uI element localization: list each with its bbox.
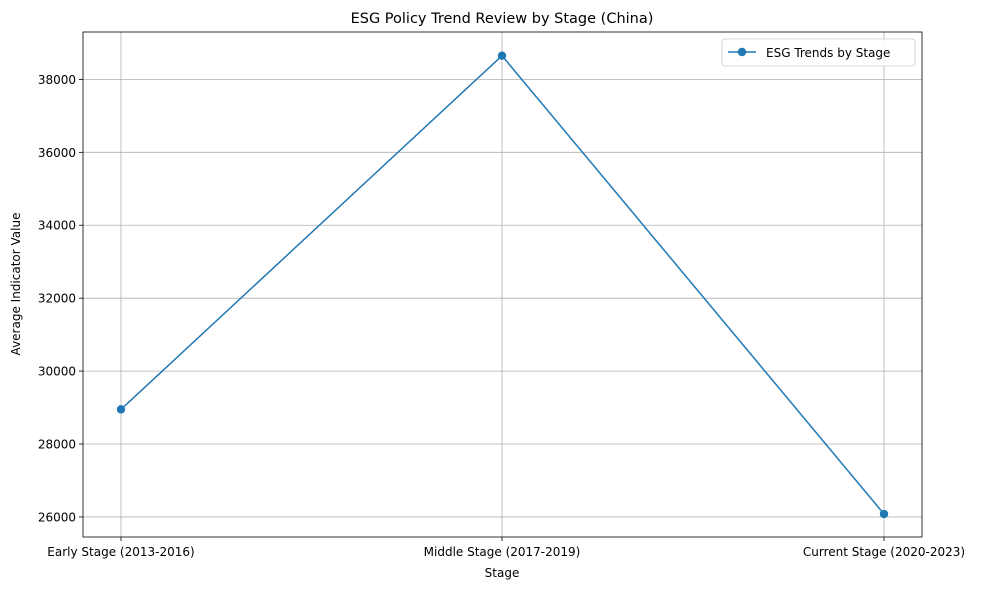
y-tick-label: 32000 [38, 292, 76, 306]
legend: ESG Trends by Stage [721, 38, 916, 67]
x-tick-label: Current Stage (2020-2023) [803, 545, 965, 559]
y-tick-label: 36000 [38, 146, 76, 160]
axis-ticks: 26000 28000 30000 32000 34000 36000 38000 Early… [38, 73, 965, 559]
data-point [497, 51, 507, 60]
x-tick-label: Early Stage (2013-2016) [47, 545, 194, 559]
y-tick-label: 26000 [38, 510, 76, 524]
legend-label: ESG Trends by Stage [766, 46, 890, 60]
y-axis-label: Average Indicator Value [9, 213, 23, 356]
x-axis-label: Stage [485, 566, 520, 580]
x-tick-label: Middle Stage (2017-2019) [424, 545, 581, 559]
legend-marker-icon [737, 47, 747, 57]
y-tick-label: 34000 [38, 219, 76, 233]
plot-frame [82, 31, 923, 538]
y-tick-label: 38000 [38, 73, 76, 87]
y-tick-label: 28000 [38, 438, 76, 452]
series-layer [116, 51, 889, 519]
data-point [879, 509, 889, 519]
chart-title: ESG Policy Trend Review by Stage (China) [351, 11, 654, 27]
legend-box [721, 38, 916, 67]
data-point [116, 405, 126, 414]
grid-lines [83, 32, 922, 537]
y-tick-label: 30000 [38, 365, 76, 379]
